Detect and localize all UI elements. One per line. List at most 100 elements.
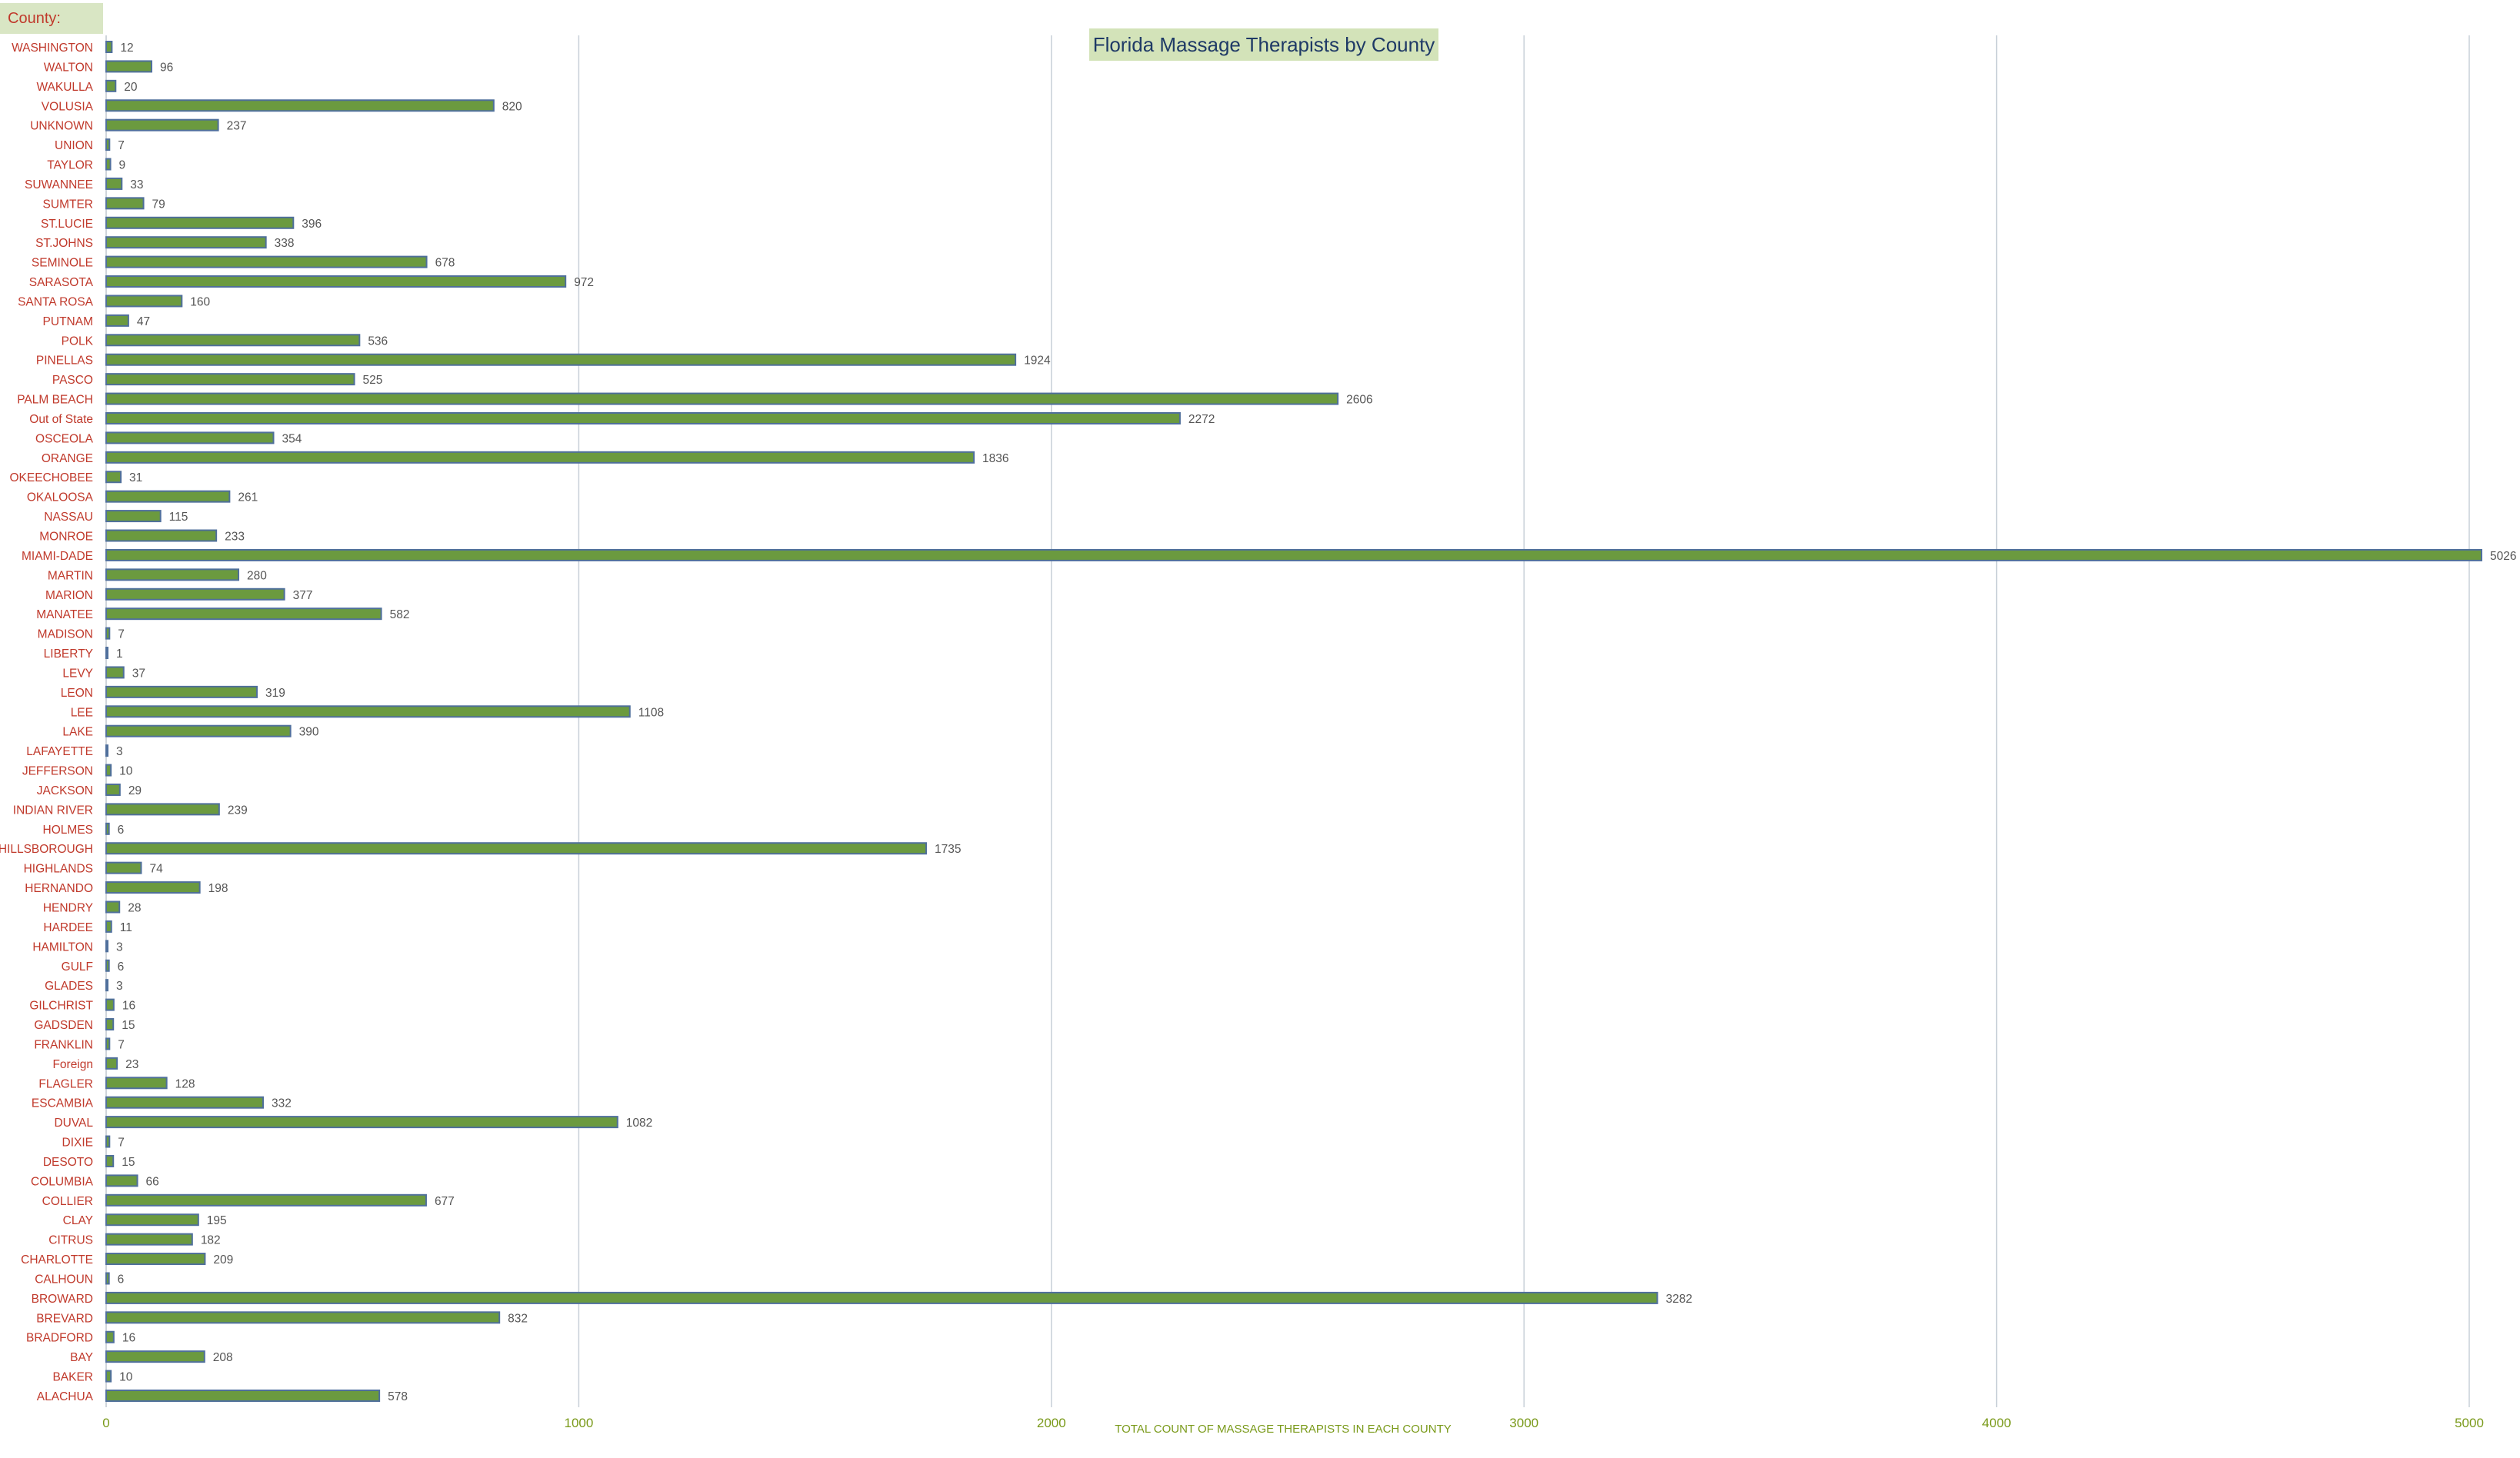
bar bbox=[105, 1272, 110, 1285]
bar bbox=[105, 177, 123, 190]
category-label: PASCO bbox=[52, 374, 93, 387]
category-label: SARASOTA bbox=[29, 276, 94, 289]
category-label: DUVAL bbox=[54, 1117, 93, 1130]
data-label: 5026 bbox=[2490, 550, 2516, 563]
data-label: 280 bbox=[247, 569, 267, 582]
bar bbox=[105, 1390, 381, 1402]
data-label: 7 bbox=[118, 139, 125, 152]
category-label: GULF bbox=[62, 960, 93, 974]
bar bbox=[105, 1193, 427, 1207]
category-label: NASSAU bbox=[44, 511, 93, 524]
bar bbox=[105, 60, 152, 73]
data-label: 16 bbox=[122, 1000, 135, 1013]
category-label: COLUMBIA bbox=[31, 1175, 94, 1188]
data-label: 15 bbox=[122, 1019, 135, 1032]
data-label: 1735 bbox=[935, 843, 961, 856]
category-label: LEVY bbox=[62, 667, 93, 680]
data-label: 37 bbox=[132, 667, 145, 680]
category-label: GILCHRIST bbox=[29, 1000, 93, 1013]
category-label: HILLSBOROUGH bbox=[0, 843, 93, 856]
data-label: 1924 bbox=[1024, 355, 1051, 368]
bar bbox=[105, 510, 162, 523]
data-label: 23 bbox=[125, 1058, 138, 1071]
bar bbox=[105, 548, 2482, 561]
bar bbox=[105, 822, 110, 835]
data-label: 6 bbox=[118, 960, 125, 974]
category-label: HERNANDO bbox=[25, 882, 93, 895]
category-label: HENDRY bbox=[43, 901, 93, 914]
bar bbox=[105, 392, 1339, 405]
category-label: VOLUSIA bbox=[42, 100, 94, 113]
bar bbox=[105, 764, 112, 777]
data-label: 1082 bbox=[626, 1117, 652, 1130]
bar bbox=[105, 1350, 205, 1363]
category-label: GADSDEN bbox=[34, 1019, 93, 1032]
category-label: ESCAMBIA bbox=[32, 1097, 94, 1110]
data-label: 11 bbox=[120, 921, 132, 934]
data-label: 128 bbox=[175, 1077, 195, 1090]
category-label: LIBERTY bbox=[44, 647, 93, 661]
county-filter-button[interactable]: County: bbox=[0, 3, 103, 34]
data-label: 3 bbox=[116, 745, 123, 758]
bar bbox=[105, 940, 108, 953]
category-label: FLAGLER bbox=[38, 1077, 93, 1090]
category-label: BAKER bbox=[52, 1371, 93, 1384]
bar bbox=[105, 705, 631, 718]
data-label: 820 bbox=[502, 100, 522, 113]
data-label: 10 bbox=[119, 765, 133, 778]
bar bbox=[105, 373, 355, 386]
category-label: OKALOOSA bbox=[27, 491, 94, 504]
category-label: FRANKLIN bbox=[34, 1038, 93, 1051]
category-label: HIGHLANDS bbox=[24, 863, 93, 876]
bar bbox=[105, 1057, 118, 1070]
category-label: GLADES bbox=[45, 980, 93, 993]
data-label: 66 bbox=[146, 1175, 159, 1188]
bar bbox=[105, 314, 129, 327]
bar bbox=[105, 920, 112, 933]
category-label: OSCEOLA bbox=[35, 432, 94, 445]
bar bbox=[105, 79, 117, 92]
bar bbox=[105, 588, 285, 601]
category-label: JEFFERSON bbox=[22, 765, 93, 778]
bar bbox=[105, 1135, 111, 1148]
bar bbox=[105, 1077, 168, 1090]
category-label: COLLIER bbox=[42, 1195, 93, 1208]
category-label: POLK bbox=[62, 335, 94, 348]
data-label: 525 bbox=[363, 374, 383, 387]
data-label: 390 bbox=[299, 726, 319, 739]
data-label: 237 bbox=[227, 120, 247, 133]
bar bbox=[105, 647, 108, 660]
data-label: 338 bbox=[275, 237, 295, 250]
category-label: TAYLOR bbox=[47, 159, 93, 172]
category-label: CITRUS bbox=[48, 1234, 93, 1247]
data-label: 3282 bbox=[1665, 1293, 1692, 1306]
data-label: 7 bbox=[118, 628, 125, 641]
bar bbox=[105, 627, 111, 640]
x-tick-label: 5000 bbox=[2455, 1416, 2484, 1430]
category-label: BREVARD bbox=[36, 1312, 93, 1325]
bar bbox=[105, 334, 361, 347]
bar bbox=[105, 41, 113, 53]
data-label: 396 bbox=[302, 218, 322, 231]
category-label: LEE bbox=[71, 706, 93, 719]
data-label: 198 bbox=[208, 882, 228, 895]
bar bbox=[105, 295, 183, 308]
data-label: 7 bbox=[118, 1038, 125, 1051]
category-label: PUTNAM bbox=[43, 315, 93, 328]
category-label: SUMTER bbox=[43, 198, 93, 211]
category-label: LAFAYETTE bbox=[26, 745, 93, 758]
bar bbox=[105, 1213, 199, 1227]
x-tick-label: 1000 bbox=[564, 1416, 593, 1430]
bar bbox=[105, 1154, 115, 1167]
bar bbox=[105, 255, 428, 268]
bar bbox=[105, 724, 292, 737]
bar bbox=[105, 568, 240, 581]
category-label: WALTON bbox=[44, 61, 93, 74]
data-label: 578 bbox=[388, 1390, 408, 1403]
category-label: ALACHUA bbox=[37, 1390, 94, 1403]
bar bbox=[105, 529, 218, 542]
category-label: CALHOUN bbox=[35, 1273, 93, 1286]
category-label: MADISON bbox=[38, 628, 93, 641]
category-label: PALM BEACH bbox=[17, 394, 93, 407]
category-label: MONROE bbox=[39, 531, 93, 544]
